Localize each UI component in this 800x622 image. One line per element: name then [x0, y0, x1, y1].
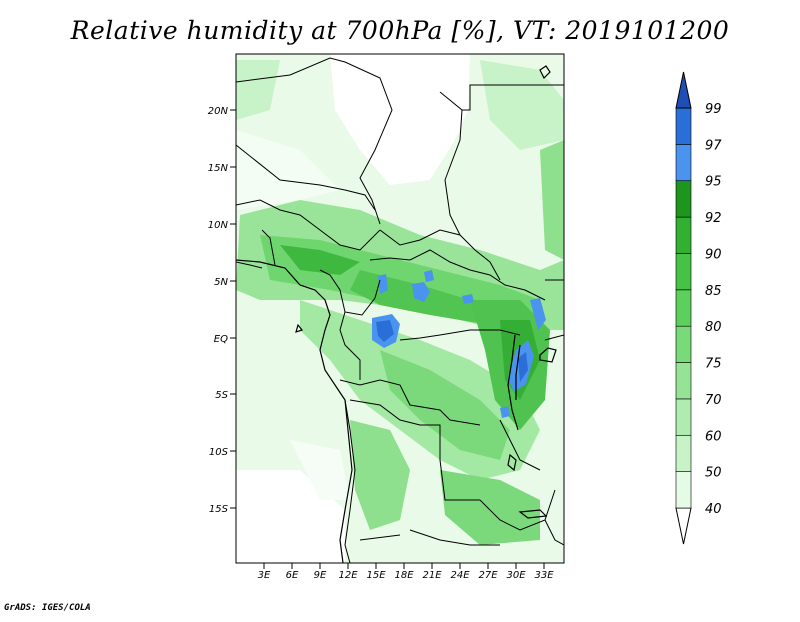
colorbar-segment [675, 253, 692, 291]
colorbar-label: 75 [705, 357, 722, 372]
colorbar-label: 99 [705, 102, 722, 117]
lon-label: 33E [534, 570, 554, 581]
lat-label: 5N [214, 277, 228, 288]
colorbar-segment [675, 362, 692, 400]
colorbar: 40 50 60 70 75 80 85 90 92 95 97 99 [675, 71, 722, 545]
colorbar-segment [675, 398, 692, 436]
lon-label: 12E [338, 570, 358, 581]
longitude-axis: 3E 6E 9E 12E 15E 18E 21E 24E 27E 30E 33E [258, 563, 554, 581]
colorbar-segment [675, 289, 692, 327]
colorbar-label: 90 [705, 247, 722, 262]
lon-label: 6E [286, 570, 299, 581]
grads-credit: GrADS: IGES/COLA [4, 603, 91, 613]
colorbar-label: 60 [705, 429, 722, 444]
latitude-axis: 20N 15N 10N 5N EQ 5S 10S 15S [208, 106, 236, 515]
country-borders [236, 57, 564, 563]
lon-label: 3E [258, 570, 271, 581]
lat-label: 15S [209, 504, 229, 515]
coastline [236, 65, 557, 563]
colorbar-label: 85 [705, 284, 722, 299]
humidity-field [236, 54, 564, 563]
lat-label: 5S [215, 390, 228, 401]
colorbar-segment [675, 107, 692, 145]
lat-label: 20N [208, 106, 229, 117]
lat-label: 15N [208, 163, 229, 174]
colorbar-label: 80 [705, 320, 722, 335]
colorbar-label: 50 [705, 466, 722, 481]
colorbar-segment [675, 144, 692, 182]
lon-label: 24E [450, 570, 470, 581]
lon-label: 18E [394, 570, 414, 581]
lon-label: 15E [366, 570, 386, 581]
lat-label: 10S [209, 447, 229, 458]
colorbar-segment [675, 471, 692, 509]
colorbar-label: 40 [705, 502, 722, 517]
lon-label: 21E [422, 570, 442, 581]
lon-label: 30E [506, 570, 526, 581]
colorbar-label: 70 [705, 393, 722, 408]
lon-label: 27E [478, 570, 498, 581]
colorbar-segment [675, 180, 692, 218]
colorbar-label: 92 [705, 211, 722, 226]
colorbar-label: 95 [705, 175, 722, 190]
map-frame [235, 53, 565, 564]
colorbar-arrow-high [675, 71, 692, 109]
colorbar-arrow-low [675, 507, 692, 545]
map-title: Relative humidity at 700hPa [%], VT: 201… [70, 16, 730, 45]
colorbar-label: 97 [705, 138, 722, 153]
lon-label: 9E [314, 570, 327, 581]
colorbar-segment [675, 434, 692, 472]
colorbar-segment [675, 325, 692, 363]
lat-label: 10N [208, 220, 229, 231]
lat-label: EQ [214, 334, 228, 345]
colorbar-segment [675, 216, 692, 254]
